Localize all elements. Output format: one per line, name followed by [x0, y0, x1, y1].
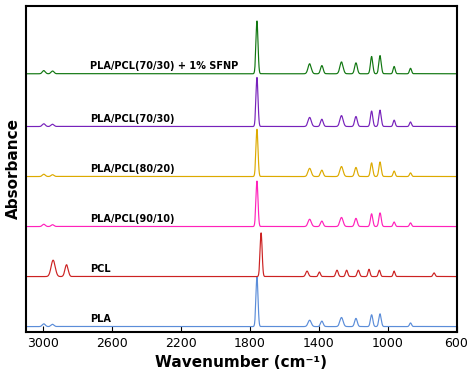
- Text: PLA/PCL(70/30) + 1% SFNP: PLA/PCL(70/30) + 1% SFNP: [90, 61, 238, 71]
- X-axis label: Wavenumber (cm⁻¹): Wavenumber (cm⁻¹): [155, 355, 328, 370]
- Y-axis label: Absorbance: Absorbance: [6, 118, 20, 219]
- Text: PCL: PCL: [90, 264, 110, 274]
- Text: PLA/PCL(90/10): PLA/PCL(90/10): [90, 214, 174, 224]
- Text: PLA: PLA: [90, 314, 111, 324]
- Text: PLA/PCL(70/30): PLA/PCL(70/30): [90, 114, 174, 124]
- Text: PLA/PCL(80/20): PLA/PCL(80/20): [90, 164, 174, 174]
